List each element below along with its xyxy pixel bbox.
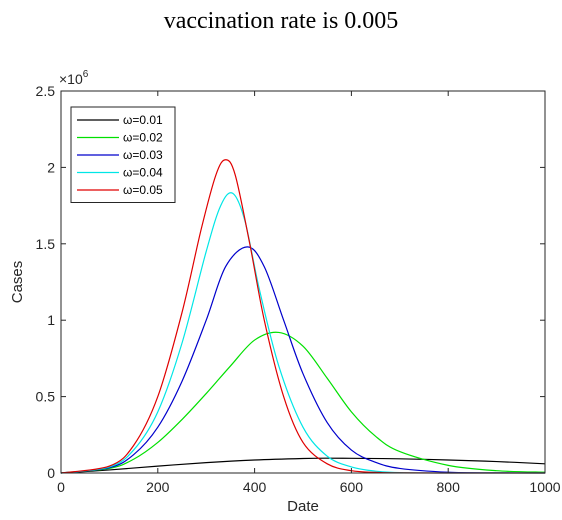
legend-label-3: ω=0.03: [123, 148, 163, 162]
series-line-2: [60, 331, 546, 474]
series-line-3: [60, 246, 546, 474]
y-tick-label: 0.5: [36, 389, 56, 405]
legend-label-4: ω=0.04: [123, 166, 163, 180]
series-line-5: [60, 159, 545, 474]
y-tick-label: 2.5: [36, 83, 56, 99]
y-tick-label: 2: [47, 159, 55, 175]
series-line-4: [60, 192, 545, 474]
series-line-1: [60, 457, 546, 474]
y-axis-label: Cases: [9, 261, 26, 304]
x-tick-label: 800: [437, 479, 461, 495]
legend-label-5: ω=0.05: [123, 183, 163, 197]
x-tick-label: 0: [57, 479, 65, 495]
x-axis-label: Date: [287, 498, 319, 515]
y-tick-label: 0: [47, 465, 55, 481]
y-tick-label: 1: [47, 312, 55, 328]
x-tick-label: 600: [340, 479, 364, 495]
legend-label-1: ω=0.01: [123, 113, 163, 127]
chart-title: vaccination rate is 0.005: [163, 8, 399, 34]
x-tick-label: 1000: [529, 479, 560, 495]
y-tick-label: 1.5: [36, 236, 56, 252]
y-exponent-label: ×106: [59, 69, 89, 87]
x-tick-label: 200: [146, 479, 170, 495]
x-tick-label: 400: [243, 479, 267, 495]
axes: 0 200 400 600 800 1000 0 0.5 1 1.5 2 2.5×106 Date Cas…: [9, 69, 561, 515]
plot-frame: [60, 90, 546, 474]
legend: ω=0.01 ω=0.02 ω=0.03 ω=0.04 ω=0.05: [70, 106, 176, 203]
plot-series: [60, 159, 546, 474]
legend-label-2: ω=0.02: [123, 131, 163, 145]
y-exponent-power: 6: [83, 69, 89, 80]
